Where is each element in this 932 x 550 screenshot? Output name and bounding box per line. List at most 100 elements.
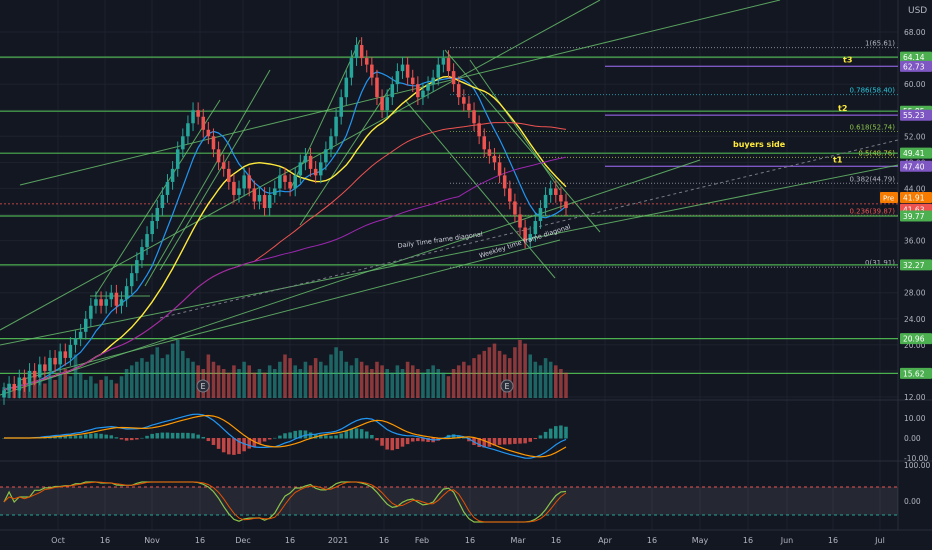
macd-histogram-bar	[278, 435, 282, 439]
macd-histogram-bar	[186, 432, 190, 439]
macd-histogram-bar	[201, 436, 206, 439]
candle-body	[462, 97, 466, 104]
macd-line	[4, 413, 567, 459]
oscillator-d-line	[3, 481, 567, 523]
candle	[554, 180, 558, 203]
volume-bar	[375, 361, 379, 398]
price-axis[interactable]: 68.0064.0060.0056.0052.0048.0044.0040.00…	[880, 28, 932, 506]
macd-histogram-bar	[554, 426, 558, 439]
currency-label: USD	[908, 6, 927, 16]
time-tick-label: 16	[551, 536, 561, 545]
trend-line	[299, 87, 391, 226]
volume-bar	[518, 340, 522, 398]
volume-bar	[538, 365, 543, 398]
volume-bar	[354, 358, 359, 398]
candle-body	[216, 149, 221, 163]
volume-bar	[482, 350, 487, 398]
price-badge: 20.96	[900, 333, 932, 345]
price-badge-bg	[900, 192, 932, 204]
horizontal-levels	[0, 56, 898, 375]
candle	[451, 63, 456, 92]
candle	[441, 50, 446, 73]
macd-histogram-bar	[543, 431, 548, 439]
macd-histogram-bar	[293, 430, 297, 439]
candle-body	[405, 64, 410, 78]
candle-body	[242, 175, 246, 189]
candle-body	[83, 318, 88, 332]
macd-histogram-bar	[492, 438, 497, 446]
candle	[482, 128, 487, 158]
price-badge: 49.41	[900, 147, 932, 159]
candle	[477, 115, 481, 145]
volume-bar	[421, 372, 425, 398]
candlesticks	[2, 37, 568, 405]
volume-bar	[548, 361, 553, 398]
candle-body	[22, 377, 27, 384]
candle	[431, 69, 435, 92]
candle	[109, 284, 114, 308]
macd-histogram-bar	[94, 433, 98, 439]
volume-bar	[497, 350, 502, 398]
candle	[2, 382, 6, 405]
candle	[63, 343, 68, 366]
volume-bar	[247, 365, 252, 398]
price-tick-label: 60.00	[904, 80, 926, 89]
candle	[73, 330, 78, 353]
volume-bar	[502, 354, 507, 398]
candle-body	[416, 84, 420, 98]
candle-body	[354, 45, 359, 59]
macd-histogram-bar	[564, 426, 568, 439]
volume-bar	[313, 358, 318, 398]
trend-line	[469, 59, 561, 191]
volume-bar	[237, 369, 241, 398]
volume-bar	[99, 379, 103, 398]
volume-bar	[364, 365, 369, 398]
candle	[196, 102, 200, 125]
candle-body	[109, 292, 114, 300]
macd-histogram-bar	[385, 438, 389, 450]
candle-body	[318, 162, 323, 176]
macd-histogram-bar	[482, 438, 487, 448]
earnings-label: E	[504, 382, 509, 391]
volume-bar	[513, 347, 517, 398]
candle	[298, 154, 303, 184]
time-tick-label: 16	[100, 536, 110, 545]
trend-channels	[0, 0, 899, 396]
volume-bar	[334, 347, 338, 398]
candle	[308, 148, 313, 177]
time-axis[interactable]: Oct 16 Nov 16 Dec 16 2021 16 Feb 16 Mar 16 Apr 16 May 1…	[51, 536, 885, 545]
macd-histogram-bar	[175, 432, 180, 439]
price-badge: 47.40	[900, 160, 932, 172]
pre-market-badge: Pre	[880, 192, 898, 204]
candle-body	[170, 168, 175, 182]
macd-panel	[2, 413, 568, 459]
candle	[140, 239, 144, 268]
candle	[43, 356, 47, 379]
candle	[533, 213, 538, 242]
time-tick-label: Mar	[510, 536, 526, 545]
volume-bar	[318, 361, 323, 398]
volume-bar	[349, 365, 354, 398]
volume-bar	[37, 379, 42, 398]
candle-body	[211, 136, 216, 150]
macd-histogram-bar	[467, 438, 471, 442]
candle	[22, 369, 27, 392]
macd-tick-label: -10.00	[904, 454, 928, 463]
volume-bar	[135, 361, 139, 398]
volume-bar	[456, 365, 461, 398]
candle-body	[114, 292, 119, 306]
candle-body	[257, 194, 262, 202]
time-tick-label: Apr	[598, 536, 613, 545]
candle-body	[89, 305, 93, 319]
price-badge-label: 55.23	[903, 111, 925, 120]
volume-bar	[257, 369, 262, 398]
candle-body	[410, 77, 415, 85]
candle	[32, 363, 37, 386]
macd-histogram-bar	[298, 430, 303, 439]
candle	[165, 174, 170, 203]
candle	[232, 174, 236, 203]
candle-body	[431, 77, 435, 85]
volume-bar	[278, 361, 282, 398]
